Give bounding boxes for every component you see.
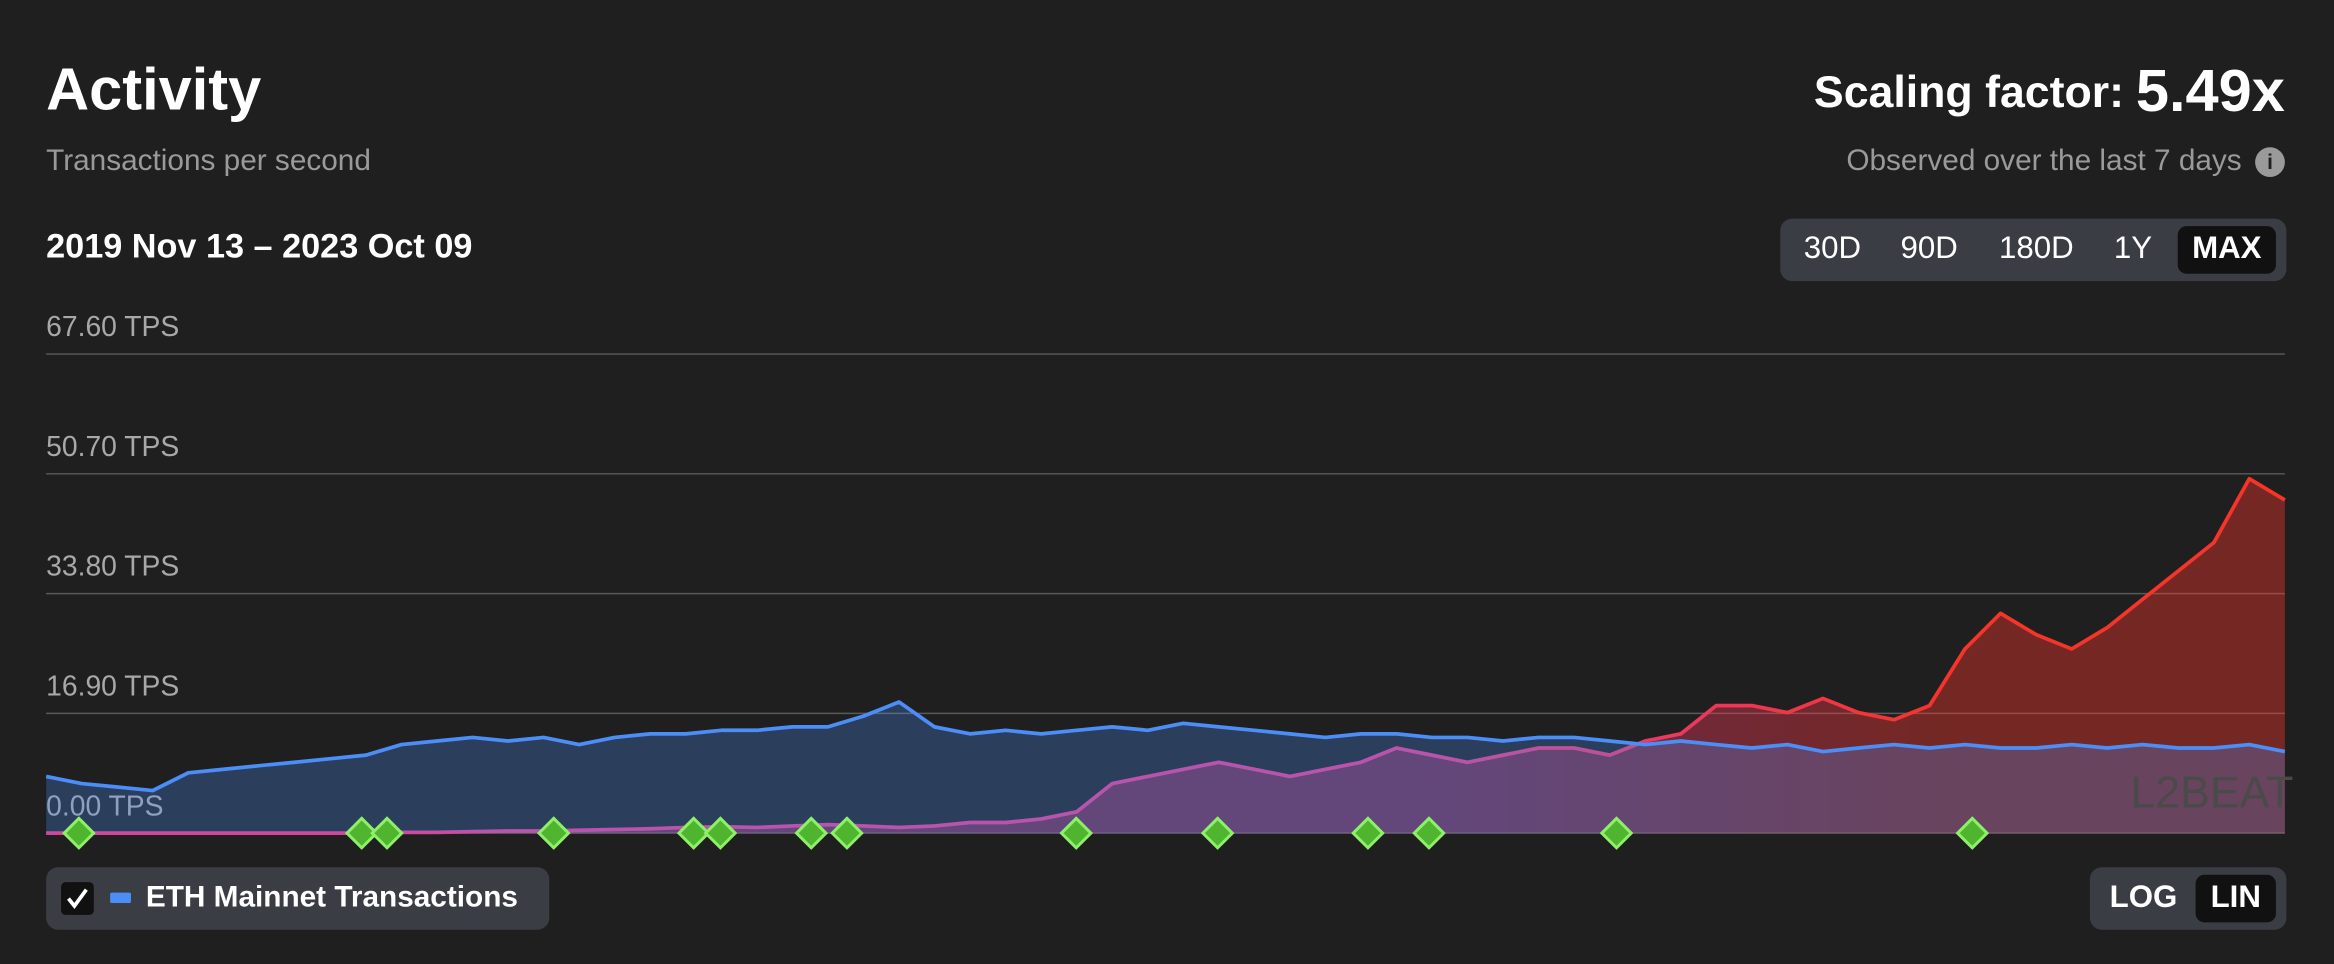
milestone[interactable]	[703, 816, 738, 850]
info-icon[interactable]	[2255, 147, 2285, 178]
milestone[interactable]	[1412, 816, 1446, 850]
range-button[interactable]: 30D	[1804, 230, 1861, 265]
milestone[interactable]	[370, 816, 404, 850]
checkmark	[67, 888, 88, 910]
chart: 0.00 TPS 16.90 TPS 33.80 TPS 50.70 TPS 67.60…	[45, 310, 2286, 835]
scaling-label: Scaling factor:	[1814, 68, 2124, 117]
range-buttons: 30D 90D 180D 1Y MAX	[1804, 226, 2276, 274]
scale-button[interactable]: LOG	[2110, 879, 2178, 914]
info-icon-glyph: i	[2267, 151, 2273, 174]
series-area	[46, 702, 2285, 834]
scaling-note: Observed over the last 7 days	[1846, 144, 2241, 177]
subtitle: Transactions per second	[46, 144, 371, 177]
scale-buttons: LOG LIN	[2110, 874, 2276, 923]
scale-button[interactable]: LIN	[2211, 879, 2261, 914]
watermark: L2BEAT	[2130, 769, 2293, 818]
checkbox[interactable]	[61, 882, 94, 915]
date-range: 2019 Nov 13 – 2023 Oct 09	[46, 227, 472, 265]
range-button[interactable]: 1Y	[2114, 230, 2152, 265]
milestones	[62, 816, 1990, 850]
range-button[interactable]: MAX	[2192, 230, 2262, 265]
legend-label: ETH Mainnet Transactions	[146, 880, 518, 913]
milestone[interactable]	[830, 816, 864, 850]
y-tick-label: 67.60 TPS	[46, 310, 179, 342]
y-tick-label: 16.90 TPS	[46, 670, 179, 702]
milestone[interactable]	[1599, 816, 1634, 850]
milestone[interactable]	[62, 816, 96, 850]
milestone[interactable]	[676, 816, 711, 850]
range-button[interactable]: 90D	[1900, 230, 1957, 265]
milestone[interactable]	[1200, 816, 1235, 850]
milestone[interactable]	[1955, 816, 1990, 850]
y-tick-label: 0.00 TPS	[46, 789, 163, 821]
scaling-value: 5.49x	[2136, 57, 2285, 124]
series-line	[46, 476, 2286, 835]
scaling-factor: Scaling factor: 5.49x	[1814, 57, 2285, 124]
legend-swatch	[110, 892, 131, 904]
milestone[interactable]	[794, 816, 829, 850]
milestone[interactable]	[536, 816, 571, 850]
range-selector	[1780, 218, 2287, 282]
range-button[interactable]: 180D	[1999, 230, 2074, 265]
milestone[interactable]	[344, 816, 379, 850]
legend-item[interactable]	[46, 867, 550, 930]
y-tick-label: 33.80 TPS	[46, 550, 179, 582]
milestone[interactable]	[1351, 816, 1385, 850]
scale-button-active[interactable]	[2195, 874, 2276, 923]
range-button-active[interactable]	[2177, 226, 2276, 274]
milestone[interactable]	[1059, 816, 1094, 850]
title: Activity	[46, 55, 261, 122]
y-tick-label: 50.70 TPS	[46, 430, 179, 462]
series-line	[45, 700, 2286, 793]
